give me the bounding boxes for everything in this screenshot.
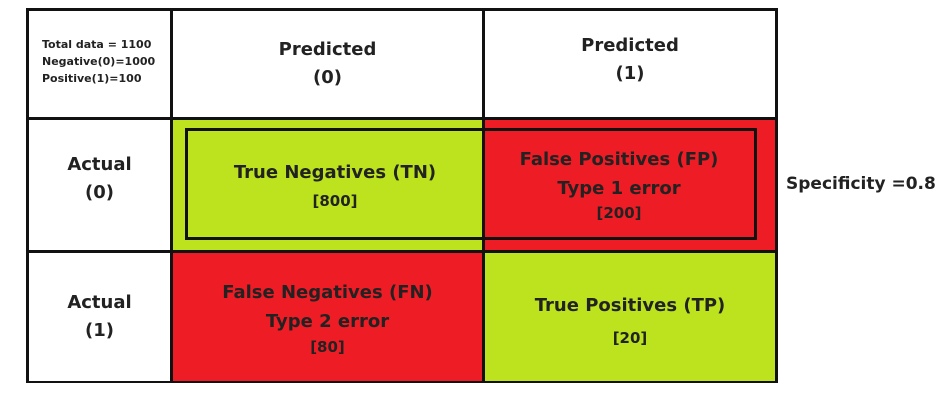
- tp-count: [20]: [612, 329, 648, 347]
- false-negatives: False Negatives (FN) Type 2 error [80]: [173, 255, 482, 381]
- header-actual-1-value: (1): [85, 320, 114, 341]
- tn-count: [800]: [312, 192, 358, 210]
- header-predicted-0: Predicted (0): [173, 11, 482, 117]
- fn-label: False Negatives (FN): [222, 282, 433, 303]
- fp-label: False Positives (FP): [519, 149, 719, 170]
- header-actual-1-label: Actual: [67, 292, 132, 313]
- grid-line-col1: [170, 8, 173, 383]
- fp-count: [200]: [596, 204, 642, 222]
- summary-total: Total data = 1100: [42, 38, 152, 51]
- header-actual-0-label: Actual: [67, 154, 132, 175]
- summary-negative: Negative(0)=1000: [42, 55, 156, 68]
- grid-line-right: [775, 8, 778, 383]
- header-actual-0-value: (0): [85, 182, 114, 203]
- header-actual-0: Actual (0): [29, 120, 170, 238]
- tn-label: True Negatives (TN): [233, 162, 437, 183]
- grid-line-row1: [26, 117, 778, 120]
- grid-line-row2: [26, 250, 778, 253]
- tn-cell: [171, 119, 484, 251]
- specificity-metric: Specificity =0.8: [786, 174, 936, 194]
- fn-cell: [171, 251, 484, 382]
- tp-label: True Positives (TP): [534, 295, 726, 316]
- header-predicted-1-value: (1): [615, 63, 645, 84]
- true-positives: True Positives (TP) [20]: [485, 255, 775, 381]
- fp-cell: [484, 119, 777, 251]
- false-positives: False Positives (FP) Type 1 error [200]: [484, 131, 754, 237]
- header-predicted-0-label: Predicted: [278, 39, 377, 60]
- data-summary: Total data = 1100 Negative(0)=1000 Posit…: [42, 36, 155, 87]
- header-predicted-1: Predicted (1): [485, 7, 775, 113]
- header-predicted-0-value: (0): [313, 67, 342, 88]
- true-negatives: True Negatives (TN) [800]: [188, 131, 482, 237]
- grid-line-left: [26, 8, 29, 383]
- tp-cell: [484, 251, 777, 382]
- header-predicted-1-label: Predicted: [581, 35, 679, 56]
- fn-count: [80]: [310, 338, 345, 356]
- grid-line-bottom: [26, 381, 778, 383]
- negative-class-highlight-box: [185, 128, 757, 240]
- fp-subtitle: Type 1 error: [557, 178, 681, 199]
- fn-subtitle: Type 2 error: [265, 311, 390, 332]
- header-actual-1: Actual (1): [29, 253, 170, 381]
- grid-line-top: [26, 8, 778, 11]
- grid-line-col2: [482, 8, 485, 383]
- summary-positive: Positive(1)=100: [42, 72, 142, 85]
